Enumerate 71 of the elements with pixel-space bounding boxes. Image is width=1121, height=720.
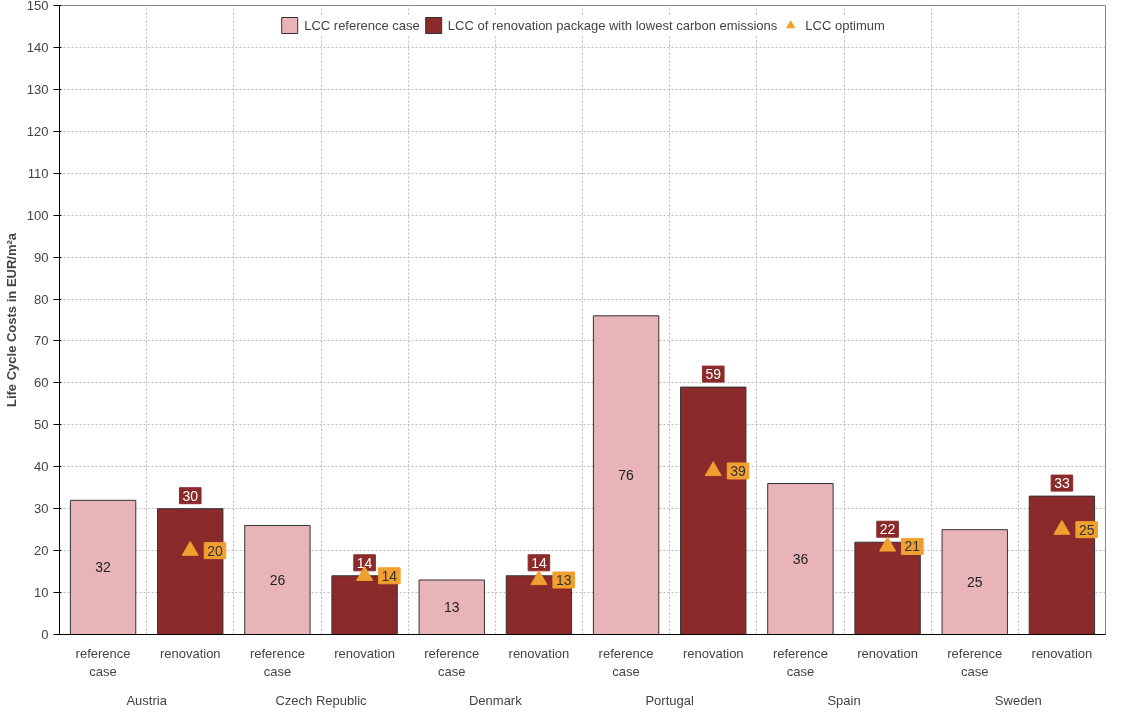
y-tick-label: 40 xyxy=(34,459,49,475)
data-label: 26 xyxy=(269,571,286,588)
y-tick-label: 110 xyxy=(27,165,49,181)
y-tick-label: 90 xyxy=(34,249,49,265)
data-label: 22 xyxy=(879,521,896,538)
y-tick-label: 50 xyxy=(34,417,49,433)
x-tick-label: reference case xyxy=(424,645,480,679)
text: Sweden xyxy=(994,692,1042,708)
y-tick-label: 30 xyxy=(34,501,49,517)
x-tick-label: renovation xyxy=(159,645,221,661)
point xyxy=(181,540,199,556)
bar xyxy=(1028,495,1096,635)
point xyxy=(879,536,897,552)
x-tick-label: reference case xyxy=(249,645,305,679)
y-tick-label: 80 xyxy=(34,291,49,307)
bar xyxy=(767,483,834,635)
data-label: 32 xyxy=(95,559,112,576)
x-tick-label: reference case xyxy=(772,645,828,679)
text: Spain xyxy=(827,692,861,708)
data-label: 33 xyxy=(1054,475,1070,492)
x-tick-label: renovation xyxy=(682,645,744,661)
x-tick-label: renovation xyxy=(508,645,570,661)
bar xyxy=(680,386,747,635)
point xyxy=(530,570,548,586)
data-label: 21 xyxy=(904,538,921,555)
point xyxy=(1053,519,1071,535)
data-label: 39 xyxy=(730,462,747,479)
y-tick-label: 20 xyxy=(34,543,49,559)
data-label: 25 xyxy=(1078,521,1095,538)
text: Portugal xyxy=(645,692,694,708)
data-label: 76 xyxy=(618,467,635,484)
bar xyxy=(244,524,311,635)
y-tick-label: 130 xyxy=(26,81,49,97)
y-tick-label: 70 xyxy=(34,333,49,349)
x-tick-label: renovation xyxy=(334,645,395,661)
data-label: 14 xyxy=(356,554,373,571)
bar xyxy=(418,579,485,635)
y-tick-label: 0 xyxy=(41,627,49,642)
data-label: 14 xyxy=(381,567,398,584)
y-tick-label: 100 xyxy=(26,207,49,223)
legend-label: LCC reference case xyxy=(304,17,420,33)
y-tick-label: 140 xyxy=(26,39,49,55)
data-label: 25 xyxy=(966,574,983,591)
text: Denmark xyxy=(468,692,523,708)
x-tick-label: reference case xyxy=(598,645,654,679)
x-tick-label: renovation xyxy=(857,645,918,661)
y-tick-label: 10 xyxy=(34,585,49,601)
data-label: 36 xyxy=(792,551,809,568)
bar xyxy=(941,529,1008,635)
data-label: 13 xyxy=(443,599,460,616)
data-label: 20 xyxy=(207,542,224,559)
y-axis-title: Life Cycle Costs in EUR/m²a xyxy=(3,232,19,408)
text: Czech Republic xyxy=(275,692,368,708)
bar xyxy=(69,499,137,635)
point xyxy=(704,461,722,477)
legend-label: LCC of renovation package with lowest carbon emissions xyxy=(447,17,778,33)
bar xyxy=(854,541,921,635)
data-label: 13 xyxy=(555,571,572,588)
y-tick-label: 60 xyxy=(34,375,49,391)
text: Austria xyxy=(126,692,168,708)
data-label: 30 xyxy=(182,487,199,504)
y-tick-label: 150 xyxy=(26,0,49,13)
x-tick-label: renovation xyxy=(1031,645,1093,661)
legend-label: LCC optimum xyxy=(805,17,885,33)
bar xyxy=(157,508,224,635)
x-tick-label: reference case xyxy=(75,645,131,679)
data-label: 59 xyxy=(705,366,722,383)
data-label: 14 xyxy=(531,554,547,571)
y-tick-label: 120 xyxy=(26,123,49,139)
bar xyxy=(592,315,660,635)
x-tick-label: reference case xyxy=(947,645,1003,679)
